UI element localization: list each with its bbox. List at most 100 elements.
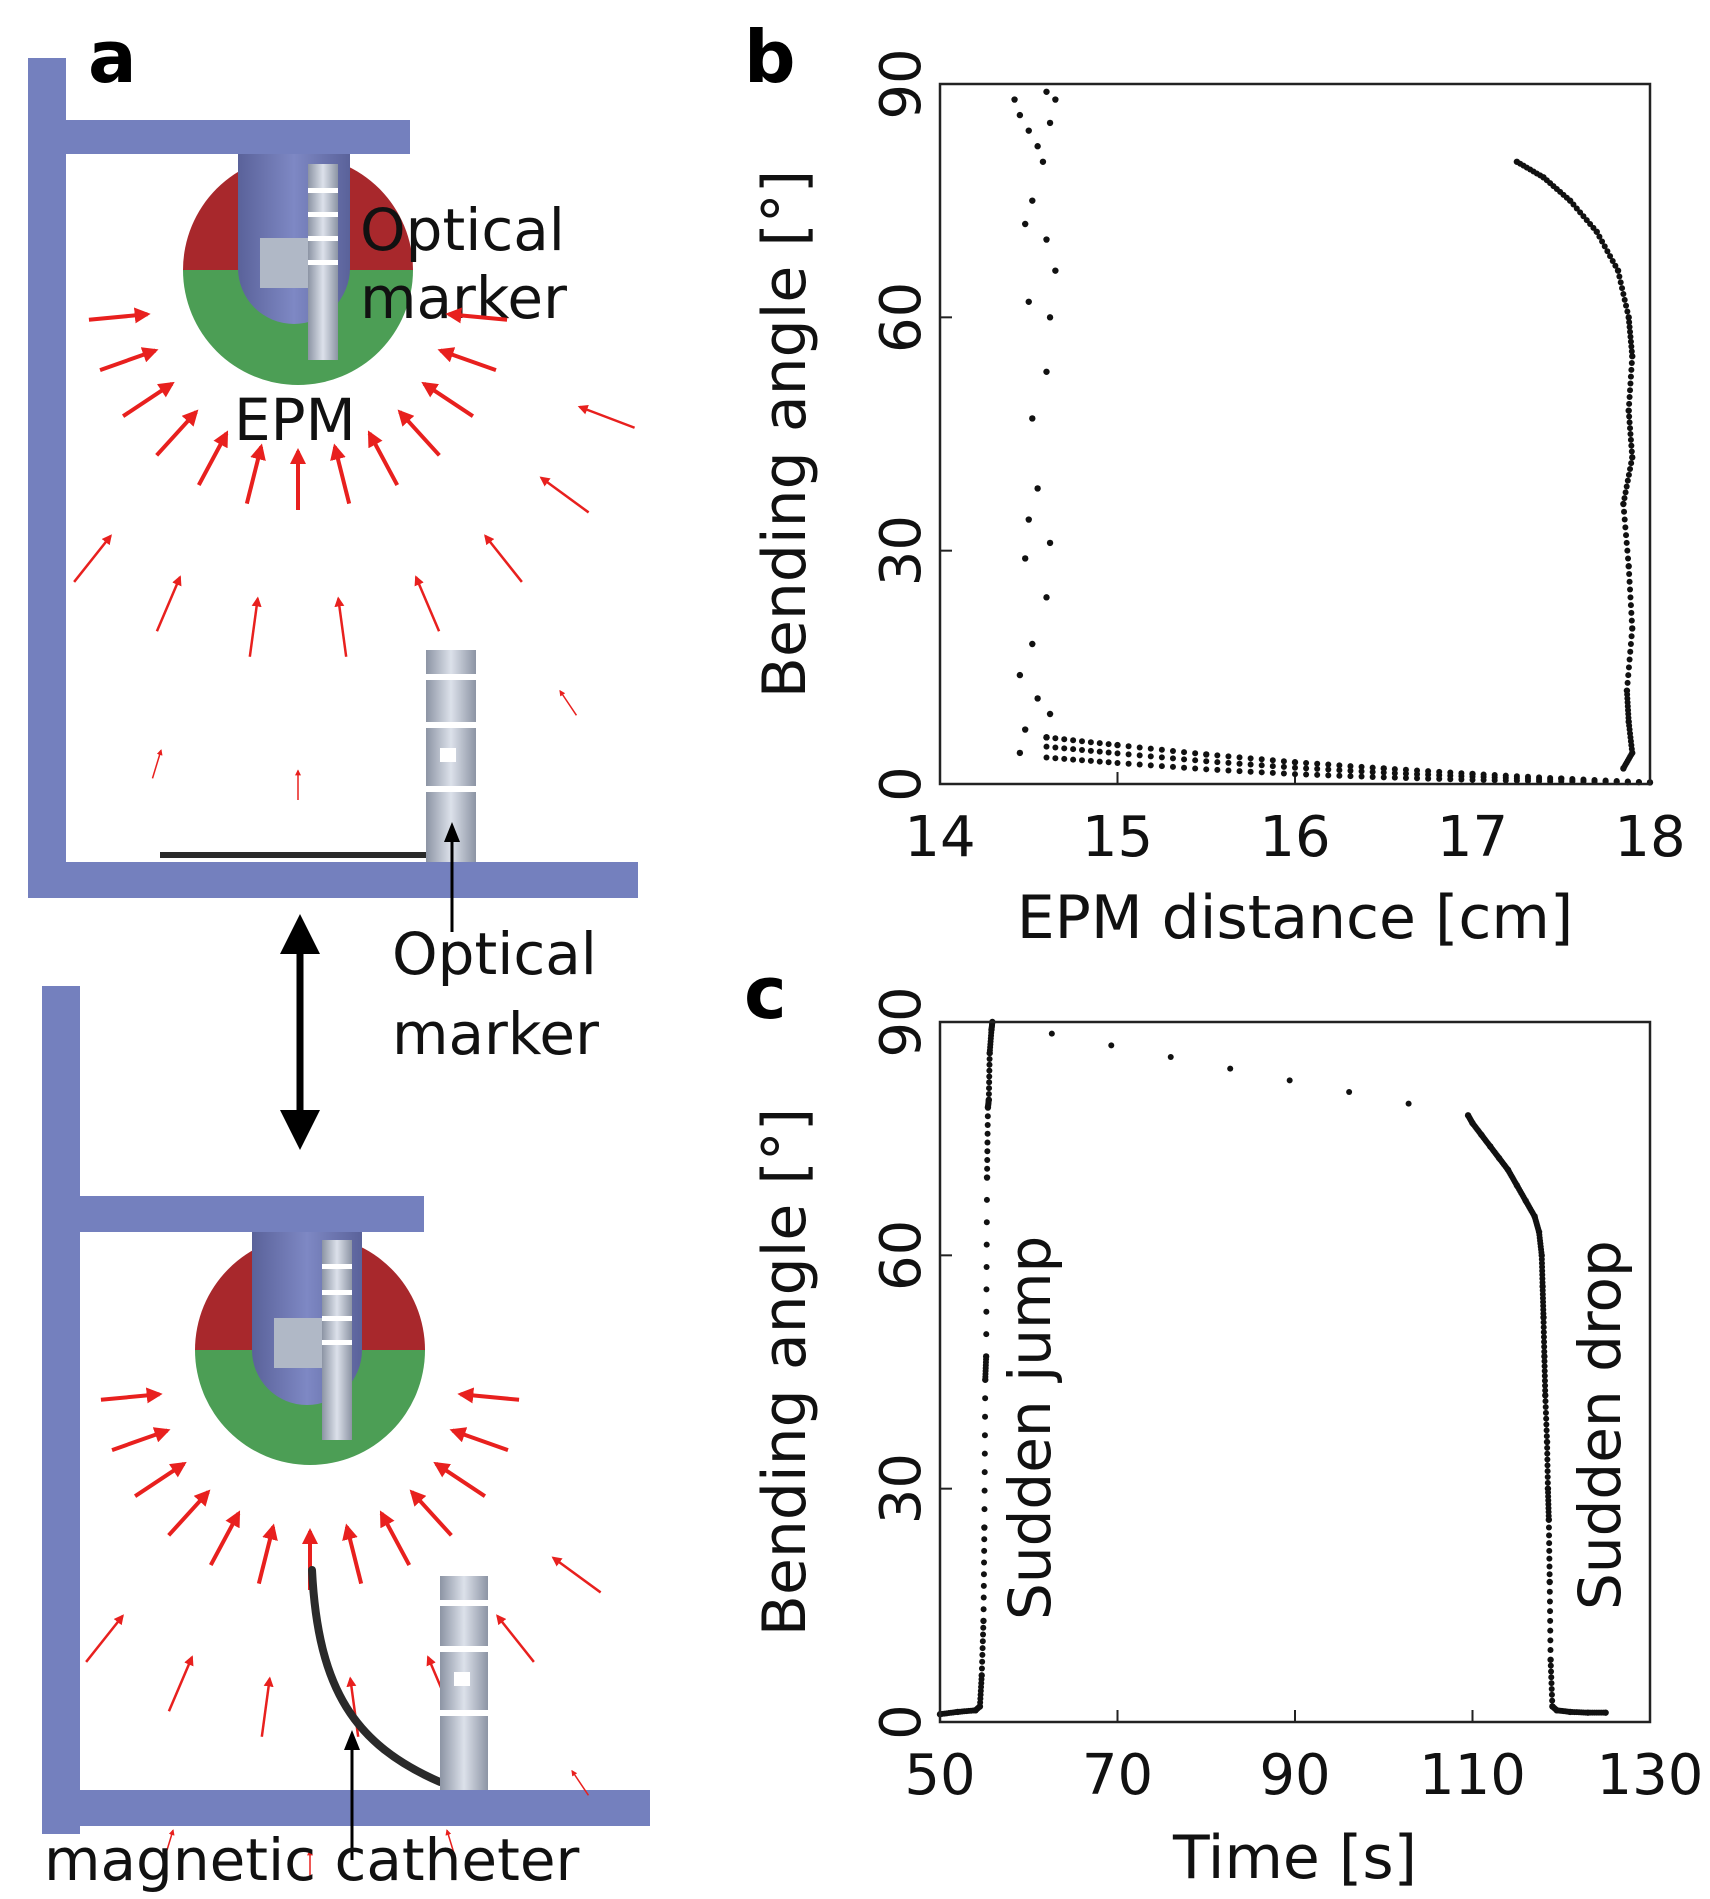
chart-c-point	[1544, 1462, 1551, 1469]
chart-c-point	[1108, 1042, 1115, 1049]
chart-b-point	[1336, 762, 1343, 769]
chart-c-point	[986, 1079, 993, 1086]
chart-b-point	[1029, 415, 1036, 422]
chart-c-point	[1602, 1709, 1609, 1716]
chart-c-point	[983, 1331, 990, 1338]
holder-block	[260, 238, 310, 288]
chart-c-point	[984, 1148, 991, 1155]
chart-b-point	[1325, 772, 1332, 779]
chart-b-point	[1325, 761, 1332, 768]
chart-b-point	[1524, 777, 1531, 784]
chart-b-point	[1039, 158, 1047, 165]
chart-c-point	[1546, 1563, 1553, 1570]
chart-b-point	[1214, 752, 1221, 759]
chart-b-point	[1114, 741, 1121, 749]
chart-b-point	[1436, 775, 1443, 782]
chart-b-point	[1570, 201, 1577, 208]
chart-b-point	[1628, 460, 1635, 467]
chart-c: c 50 70 90 110 130 0 30 60 90 Sudden jump Sudden…	[744, 951, 1703, 1893]
chart-b-point	[1625, 555, 1632, 562]
chart-c-point	[983, 1286, 990, 1293]
chart-b-point	[1380, 769, 1387, 776]
panel-a: a Optical marker EPM	[28, 15, 650, 1894]
optical-marker-base-bottom	[440, 1576, 488, 1790]
chart-b-point	[1628, 617, 1635, 624]
chart-c-point	[1048, 1030, 1055, 1037]
chart-c-xlabel: Time [s]	[1172, 1823, 1417, 1893]
chart-b-point	[1627, 387, 1634, 394]
double-arrow-icon	[280, 914, 320, 1150]
chart-b-point	[1609, 257, 1616, 264]
chart-c-point	[1286, 1077, 1293, 1084]
chart-b-point	[1225, 753, 1232, 760]
chart-c-point	[979, 1638, 986, 1645]
chart-b-point	[1258, 762, 1265, 769]
chart-b-point	[1402, 770, 1409, 777]
chart-c-xtick-label: 50	[904, 1743, 975, 1808]
chart-b-point	[1347, 767, 1354, 774]
field-arrow-icon	[437, 347, 497, 372]
chart-b-point	[1125, 760, 1132, 767]
chart-b-point	[1025, 127, 1032, 134]
chart-c-point	[1541, 1377, 1548, 1384]
chart-c-point	[1548, 1668, 1555, 1675]
chart-c-point	[1227, 1065, 1234, 1072]
chart-b-point	[1626, 413, 1633, 420]
field-arrow-icon	[397, 409, 441, 457]
chart-b-point	[1087, 757, 1094, 764]
chart-b: b 14 15 16 17 18 0 30 60 90 EPM distance [cm] Be…	[744, 15, 1686, 953]
chart-b-point	[1624, 679, 1631, 686]
chart-b-point	[1627, 602, 1634, 609]
chart-b-point	[1269, 757, 1276, 764]
field-arrow-icon	[367, 430, 399, 487]
chart-b-point	[1336, 772, 1343, 779]
base-marker-label: Optical marker	[392, 920, 599, 1068]
chart-b-point	[1125, 743, 1132, 750]
chart-c-point	[1542, 1382, 1549, 1389]
chart-b-xtick-label: 18	[1614, 805, 1685, 870]
setup-top: Optical marker EPM	[28, 58, 638, 932]
field-arrow-icon	[433, 1461, 487, 1498]
field-arrow-icon	[342, 1523, 364, 1585]
chart-b-point	[1347, 763, 1354, 770]
chart-c-point	[1543, 1433, 1550, 1440]
chart-b-point	[1628, 633, 1635, 640]
frame-top-arm	[66, 120, 410, 154]
chart-b-point	[1046, 119, 1054, 127]
chart-b-point	[1627, 466, 1634, 472]
field-arrow-icon	[457, 1387, 520, 1404]
chart-b-point	[1336, 767, 1343, 774]
chart-b-point	[1292, 771, 1298, 778]
chart-b-point	[1034, 143, 1041, 150]
catheter-bent	[308, 1566, 444, 1786]
chart-b-point	[1029, 197, 1036, 204]
chart-b-point	[1629, 353, 1636, 360]
chart-b-point	[1628, 366, 1635, 373]
chart-b-point	[1214, 766, 1221, 773]
chart-b-frame	[938, 82, 1652, 786]
chart-b-point	[1292, 764, 1298, 771]
chart-c-point	[1547, 1637, 1554, 1644]
chart-b-point	[1626, 571, 1633, 577]
chart-c-point	[1540, 1319, 1547, 1326]
panel-c-letter: c	[744, 951, 787, 1035]
chart-b-point	[1502, 777, 1509, 784]
chart-c-point	[981, 1469, 988, 1476]
chart-b-point	[1096, 758, 1103, 765]
chart-b-point	[1105, 749, 1112, 756]
chart-b-point	[1414, 775, 1421, 782]
chart-b-point	[1046, 539, 1054, 547]
chart-c-point	[984, 1130, 991, 1137]
chart-c-xtick-label: 70	[1082, 1743, 1153, 1808]
chart-b-point	[1577, 209, 1584, 216]
chart-c-point	[1548, 1685, 1555, 1692]
chart-b-point	[1628, 348, 1635, 355]
chart-c-point	[1541, 1338, 1548, 1345]
chart-c-ytick-label: 60	[869, 1220, 934, 1291]
chart-c-point	[1545, 1524, 1552, 1531]
chart-b-point	[1087, 739, 1094, 746]
chart-b-point	[1625, 563, 1632, 570]
chart-b-point	[1623, 532, 1630, 539]
chart-b-point	[1247, 768, 1254, 775]
chart-b-point	[1136, 761, 1143, 768]
